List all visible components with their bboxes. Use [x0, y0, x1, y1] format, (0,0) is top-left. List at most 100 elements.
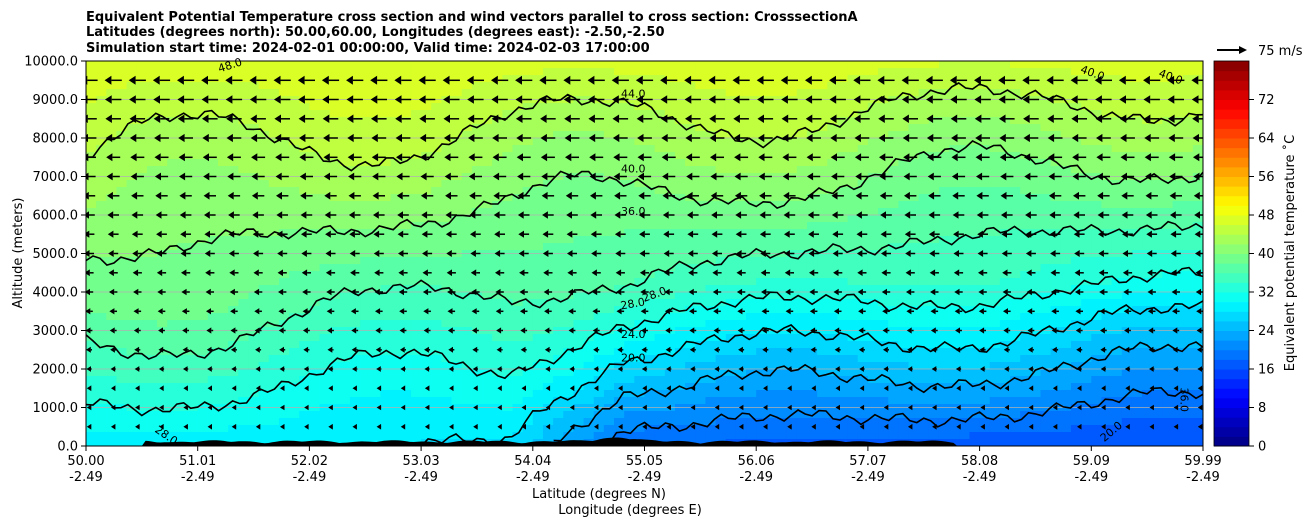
- contour-fill-cell: [624, 432, 635, 440]
- contour-fill-cell: [553, 306, 564, 314]
- contour-fill-cell: [512, 229, 524, 237]
- contour-fill-cell: [674, 201, 686, 209]
- contour-fill-cell: [157, 145, 168, 153]
- contour-fill-cell: [796, 376, 808, 384]
- contour-fill-cell: [532, 383, 544, 391]
- contour-fill-cell: [400, 313, 412, 321]
- contour-fill-cell: [583, 229, 595, 237]
- contour-fill-cell: [725, 208, 737, 216]
- contour-fill-cell: [685, 341, 696, 349]
- contour-fill-cell: [126, 383, 138, 391]
- contour-fill-cell: [827, 110, 839, 118]
- contour-fill-cell: [492, 215, 503, 223]
- contour-fill-cell: [86, 75, 97, 83]
- contour-fill-cell: [289, 341, 300, 349]
- contour-fill-cell: [197, 117, 209, 125]
- contour-fill-cell: [878, 313, 889, 321]
- contour-fill-cell: [735, 131, 747, 139]
- contour-fill-cell: [563, 418, 575, 426]
- contour-fill-cell: [593, 425, 605, 433]
- contour-fill-cell: [248, 271, 260, 279]
- contour-fill-cell: [674, 285, 686, 293]
- contour-fill-cell: [735, 103, 747, 111]
- contour-fill-cell: [654, 103, 666, 111]
- contour-fill-cell: [695, 215, 707, 223]
- contour-fill-cell: [908, 341, 920, 349]
- contour-fill-cell: [441, 292, 453, 300]
- contour-fill-cell: [86, 117, 97, 125]
- contour-fill-cell: [664, 236, 676, 244]
- contour-fill-cell: [928, 285, 940, 293]
- contour-fill-cell: [258, 264, 270, 272]
- contour-fill-cell: [705, 187, 717, 195]
- contour-fill-cell: [908, 222, 920, 230]
- contour-fill-cell: [350, 75, 361, 83]
- contour-fill-cell: [593, 257, 605, 265]
- contour-fill-cell: [867, 124, 879, 132]
- contour-fill-cell: [614, 425, 625, 433]
- contour-fill-cell: [532, 117, 544, 125]
- contour-fill-cell: [400, 138, 412, 146]
- contour-fill-cell: [390, 180, 402, 188]
- contour-fill-cell: [705, 222, 717, 230]
- contour-fill-cell: [167, 397, 178, 405]
- contour-fill-cell: [949, 383, 960, 391]
- contour-fill-cell: [410, 61, 422, 69]
- contour-fill-cell: [695, 243, 707, 251]
- contour-fill-cell: [309, 124, 321, 132]
- contour-fill-cell: [329, 82, 341, 90]
- contour-fill-cell: [421, 341, 432, 349]
- contour-fill-cell: [685, 61, 696, 69]
- contour-fill-cell: [390, 271, 402, 279]
- contour-fill-cell: [532, 264, 544, 272]
- contour-fill-cell: [299, 180, 310, 188]
- contour-fill-cell: [898, 341, 910, 349]
- contour-fill-cell: [542, 68, 554, 76]
- contour-fill-cell: [817, 411, 828, 419]
- contour-fill-cell: [471, 432, 483, 440]
- contour-fill-cell: [512, 439, 524, 446]
- contour-fill-cell: [878, 82, 889, 90]
- contour-fill-cell: [441, 236, 453, 244]
- contour-fill-cell: [603, 166, 615, 174]
- contour-fill-cell: [654, 285, 666, 293]
- contour-fill-cell: [116, 418, 128, 426]
- contour-fill-cell: [238, 341, 250, 349]
- contour-fill-cell: [908, 229, 920, 237]
- contour-fill-cell: [786, 397, 798, 405]
- contour-fill-cell: [116, 229, 128, 237]
- contour-fill-cell: [847, 180, 859, 188]
- contour-fill-cell: [634, 201, 646, 209]
- contour-fill-cell: [218, 348, 229, 356]
- contour-fill-cell: [228, 425, 239, 433]
- contour-fill-cell: [766, 61, 778, 69]
- contour-fill-cell: [502, 61, 514, 69]
- contour-fill-cell: [756, 257, 767, 265]
- contour-fill-cell: [319, 299, 331, 307]
- contour-fill-cell: [685, 348, 696, 356]
- contour-fill-cell: [756, 68, 767, 76]
- contour-fill-cell: [695, 432, 707, 440]
- contour-fill-cell: [969, 348, 981, 356]
- contour-fill-cell: [989, 439, 1001, 446]
- contour-fill-cell: [197, 229, 209, 237]
- contour-fill-cell: [410, 278, 422, 286]
- contour-fill-cell: [522, 117, 534, 125]
- contour-fill-cell: [756, 299, 767, 307]
- contour-fill-cell: [969, 152, 981, 160]
- contour-fill-cell: [624, 229, 635, 237]
- contour-fill-cell: [928, 152, 940, 160]
- contour-fill-cell: [451, 257, 463, 265]
- contour-fill-cell: [857, 75, 869, 83]
- contour-fill-cell: [959, 201, 971, 209]
- contour-fill-cell: [370, 180, 382, 188]
- contour-fill-cell: [949, 264, 960, 272]
- contour-fill-cell: [614, 61, 625, 69]
- contour-fill-cell: [806, 124, 818, 132]
- contour-fill-cell: [867, 152, 879, 160]
- contour-fill-cell: [492, 68, 503, 76]
- contour-fill-cell: [228, 145, 239, 153]
- contour-fill-cell: [542, 292, 554, 300]
- contour-fill-cell: [867, 208, 879, 216]
- contour-fill-cell: [126, 355, 138, 363]
